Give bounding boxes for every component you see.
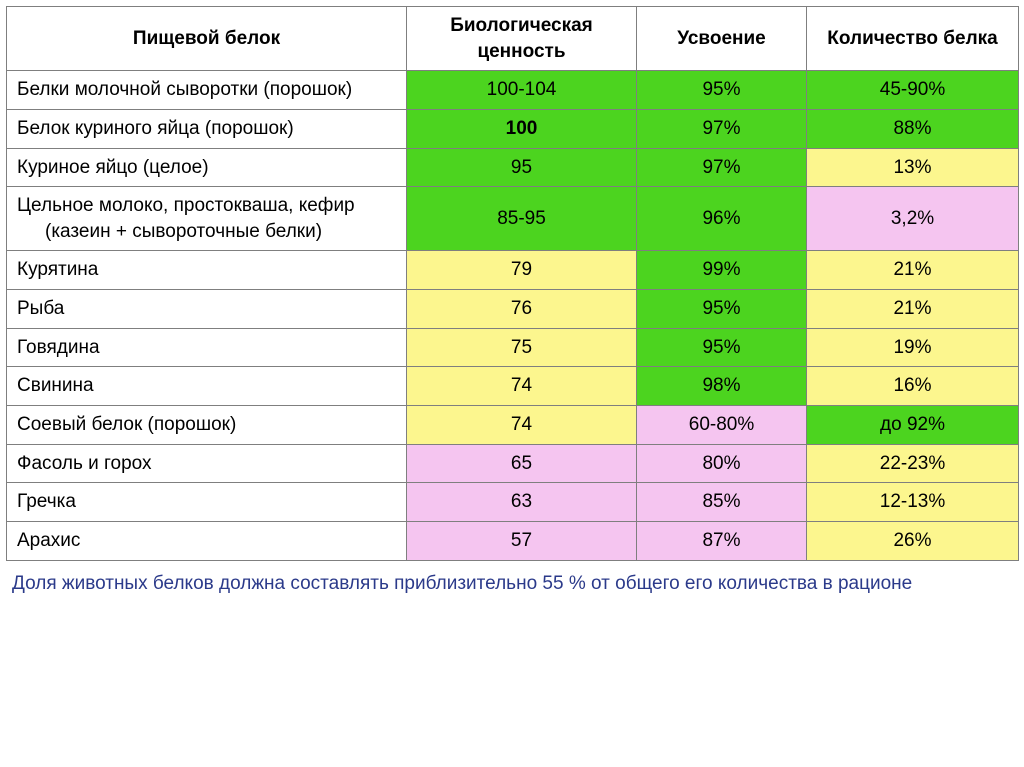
cell-value: 95% [637, 290, 807, 329]
cell-value: 99% [637, 251, 807, 290]
cell-value: 16% [807, 367, 1019, 406]
cell-name: Курятина [7, 251, 407, 290]
cell-value: 80% [637, 444, 807, 483]
cell-name: Фасоль и горох [7, 444, 407, 483]
table-body: Белки молочной сыворотки (порошок)100-10… [7, 71, 1019, 560]
cell-value: 74 [407, 406, 637, 445]
cell-name: Цельное молоко, простокваша, кефир (казе… [7, 187, 407, 251]
cell-name: Гречка [7, 483, 407, 522]
cell-value: до 92% [807, 406, 1019, 445]
cell-value: 96% [637, 187, 807, 251]
cell-value: 79 [407, 251, 637, 290]
table-row: Цельное молоко, простокваша, кефир (казе… [7, 187, 1019, 251]
cell-value: 60-80% [637, 406, 807, 445]
table-row: Гречка6385%12-13% [7, 483, 1019, 522]
cell-value: 97% [637, 109, 807, 148]
cell-value: 100-104 [407, 71, 637, 110]
col-header-name: Пищевой белок [7, 7, 407, 71]
table-row: Белок куриного яйца (порошок)10097%88% [7, 109, 1019, 148]
table-row: Свинина7498%16% [7, 367, 1019, 406]
cell-value: 45-90% [807, 71, 1019, 110]
cell-name: Свинина [7, 367, 407, 406]
cell-name: Белки молочной сыворотки (порошок) [7, 71, 407, 110]
table-row: Куриное яйцо (целое)9597%13% [7, 148, 1019, 187]
table-row: Говядина7595%19% [7, 328, 1019, 367]
cell-value: 63 [407, 483, 637, 522]
cell-value: 19% [807, 328, 1019, 367]
cell-name: Говядина [7, 328, 407, 367]
header-row: Пищевой белок Биологическая ценность Усв… [7, 7, 1019, 71]
col-header-value: Биологическая ценность [407, 7, 637, 71]
cell-value: 75 [407, 328, 637, 367]
cell-value: 3,2% [807, 187, 1019, 251]
cell-value: 22-23% [807, 444, 1019, 483]
cell-name: Соевый белок (порошок) [7, 406, 407, 445]
cell-value: 65 [407, 444, 637, 483]
cell-value: 13% [807, 148, 1019, 187]
table-row: Рыба7695%21% [7, 290, 1019, 329]
cell-value: 76 [407, 290, 637, 329]
cell-name: Рыба [7, 290, 407, 329]
cell-value: 21% [807, 290, 1019, 329]
footnote: Доля животных белков должна составлять п… [6, 561, 1018, 597]
table-row: Арахис5787%26% [7, 521, 1019, 560]
cell-name: Куриное яйцо (целое) [7, 148, 407, 187]
cell-value: 57 [407, 521, 637, 560]
cell-value: 95 [407, 148, 637, 187]
cell-value: 74 [407, 367, 637, 406]
cell-value: 95% [637, 328, 807, 367]
cell-value: 98% [637, 367, 807, 406]
protein-table: Пищевой белок Биологическая ценность Усв… [6, 6, 1019, 561]
cell-value: 21% [807, 251, 1019, 290]
cell-value: 85% [637, 483, 807, 522]
cell-name: Арахис [7, 521, 407, 560]
cell-value: 87% [637, 521, 807, 560]
table-row: Фасоль и горох6580%22-23% [7, 444, 1019, 483]
table-row: Курятина7999%21% [7, 251, 1019, 290]
col-header-absorb: Усвоение [637, 7, 807, 71]
cell-value: 100 [407, 109, 637, 148]
table-row: Соевый белок (порошок)7460-80%до 92% [7, 406, 1019, 445]
col-header-amount: Количество белка [807, 7, 1019, 71]
cell-value: 88% [807, 109, 1019, 148]
table-row: Белки молочной сыворотки (порошок)100-10… [7, 71, 1019, 110]
cell-value: 97% [637, 148, 807, 187]
cell-name: Белок куриного яйца (порошок) [7, 109, 407, 148]
cell-value: 85-95 [407, 187, 637, 251]
cell-value: 12-13% [807, 483, 1019, 522]
cell-value: 26% [807, 521, 1019, 560]
cell-value: 95% [637, 71, 807, 110]
